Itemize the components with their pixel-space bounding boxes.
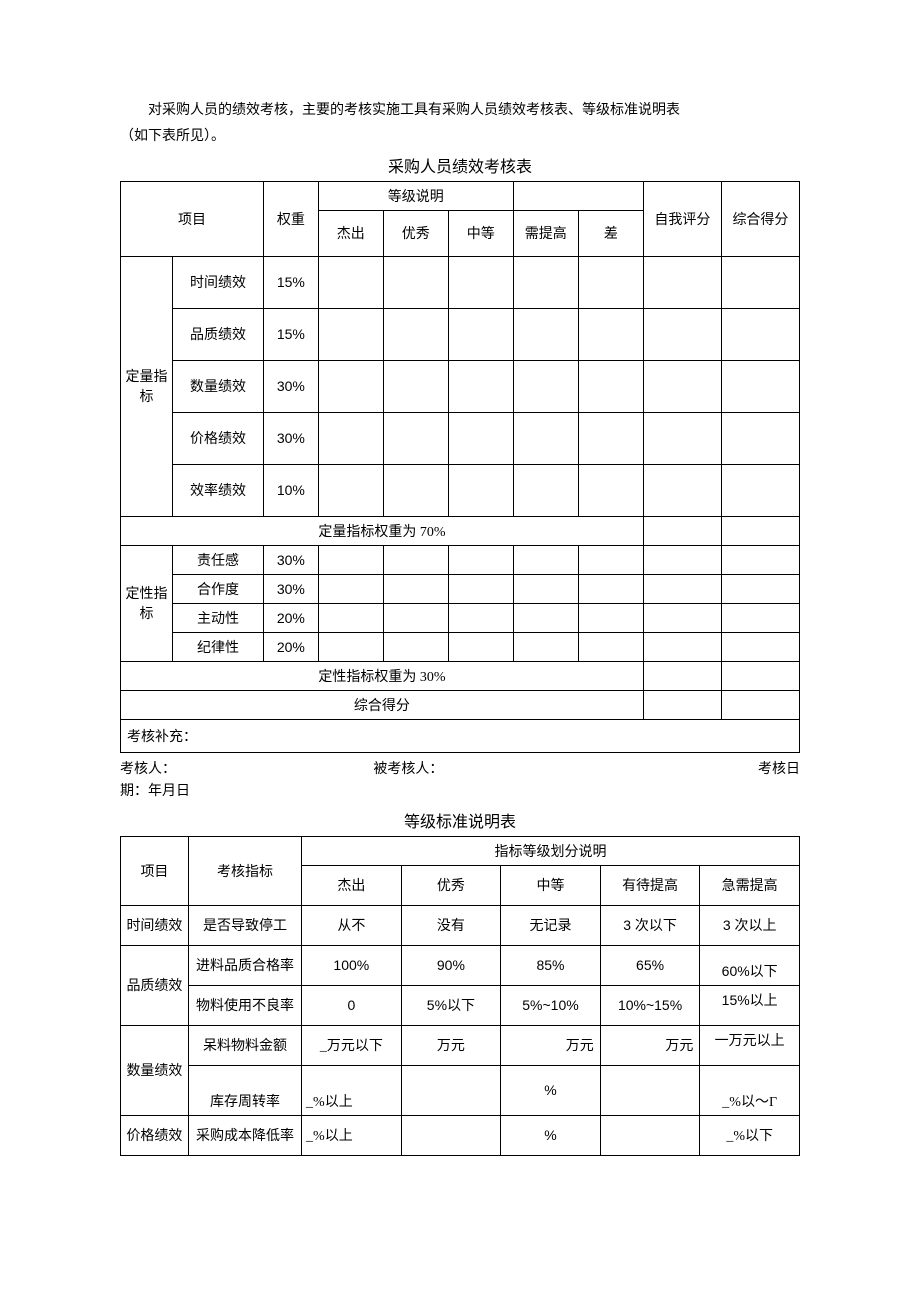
t2-grade-2: 中等 [501, 865, 601, 905]
quant-row-0-name: 时间绩效 [173, 256, 264, 308]
quant-row-1-weight: 15% [264, 308, 319, 360]
hdr-grade-0: 杰出 [318, 210, 383, 256]
qual-row-2-name: 主动性 [173, 603, 264, 632]
assessed-label: 被考核人： [333, 759, 586, 781]
t2-proj-0: 时间绩效 [121, 905, 189, 945]
hdr-project: 项目 [121, 181, 264, 256]
quant-label: 定量指标 [121, 256, 173, 516]
t2-val-2-0-0: _万元以下 [302, 1025, 402, 1065]
qual-row-0-weight: 30% [264, 545, 319, 574]
t2-val-1-0-1: 90% [401, 945, 501, 985]
hdr-grade-3: 需提高 [513, 210, 578, 256]
t2-val-0-0-2: 无记录 [501, 905, 601, 945]
t2-grade-3: 有待提高 [600, 865, 700, 905]
t2-val-1-1-1: 5%以下 [401, 985, 501, 1025]
date-continuation: 期：年月日 [120, 781, 800, 803]
intro-paragraph-1: 对采购人员的绩效考核，主要的考核实施工具有采购人员绩效考核表、等级标准说明表 [120, 100, 800, 122]
t2-val-1-1-2: 5%~10% [501, 985, 601, 1025]
t2-metric-1-1: 物料使用不良率 [188, 985, 301, 1025]
hdr-grade-4: 差 [578, 210, 643, 256]
t2-metric-2-0: 呆料物料金额 [188, 1025, 301, 1065]
t2-val-2-0-1: 万元 [401, 1025, 501, 1065]
t2-proj-3: 价格绩效 [121, 1115, 189, 1155]
t2-hdr-metric: 考核指标 [188, 836, 301, 905]
assessor-label: 考核人： [120, 759, 333, 781]
t2-val-3-0-2: % [501, 1115, 601, 1155]
quant-row-2-weight: 30% [264, 360, 319, 412]
qual-row-2-weight: 20% [264, 603, 319, 632]
t2-val-0-0-0: 从不 [302, 905, 402, 945]
comp-score-row: 综合得分 [121, 690, 644, 719]
quant-row-4-name: 效率绩效 [173, 464, 264, 516]
t2-val-3-0-1 [401, 1115, 501, 1155]
t2-grade-1: 优秀 [401, 865, 501, 905]
t2-metric-3-0: 采购成本降低率 [188, 1115, 301, 1155]
qual-row-3-weight: 20% [264, 632, 319, 661]
t2-val-1-1-4: 15%以上 [700, 985, 800, 1025]
hdr-grade-desc: 等级说明 [318, 181, 513, 210]
quant-row-4-weight: 10% [264, 464, 319, 516]
t2-metric-2-1: 库存周转率 [188, 1065, 301, 1115]
t2-val-0-0-3: 3 次以下 [600, 905, 700, 945]
t2-val-2-1-3 [600, 1065, 700, 1115]
t2-val-0-0-4: 3 次以上 [700, 905, 800, 945]
table2-title: 等级标准说明表 [120, 808, 800, 832]
t2-val-2-0-3: 万元 [600, 1025, 700, 1065]
date-label: 考核日 [587, 759, 800, 781]
t2-val-2-0-2: 万元 [501, 1025, 601, 1065]
t2-val-2-1-0: _%以上 [302, 1065, 402, 1115]
qual-row-1-name: 合作度 [173, 574, 264, 603]
hdr-weight: 权重 [264, 181, 319, 256]
quant-summary: 定量指标权重为 70% [121, 516, 644, 545]
hdr-self-score: 自我评分 [643, 181, 721, 256]
qual-row-3-name: 纪律性 [173, 632, 264, 661]
t2-grade-4: 急需提高 [700, 865, 800, 905]
t2-metric-0-0: 是否导致停工 [188, 905, 301, 945]
t2-proj-2: 数量绩效 [121, 1025, 189, 1115]
hdr-grade-2: 中等 [448, 210, 513, 256]
quant-row-1-name: 品质绩效 [173, 308, 264, 360]
qual-label: 定性指标 [121, 545, 173, 661]
t2-val-1-1-0: 0 [302, 985, 402, 1025]
qual-row-0-name: 责任感 [173, 545, 264, 574]
signature-line: 考核人： 被考核人： 考核日 [120, 759, 800, 781]
t2-proj-1: 品质绩效 [121, 945, 189, 1025]
quant-row-2-name: 数量绩效 [173, 360, 264, 412]
table1-title: 采购人员绩效考核表 [120, 153, 800, 177]
t2-val-2-0-4: 一万元以上 [700, 1025, 800, 1065]
t2-val-1-1-3: 10%~15% [600, 985, 700, 1025]
t2-val-2-1-2: % [501, 1065, 601, 1115]
t2-val-2-1-4: _%以～Г [700, 1065, 800, 1115]
t2-grade-0: 杰出 [302, 865, 402, 905]
hdr-grade-1: 优秀 [383, 210, 448, 256]
t2-val-1-0-3: 65% [600, 945, 700, 985]
qual-summary: 定性指标权重为 30% [121, 661, 644, 690]
t2-val-2-1-1 [401, 1065, 501, 1115]
t2-val-3-0-0: _%以上 [302, 1115, 402, 1155]
qual-row-1-weight: 30% [264, 574, 319, 603]
t2-hdr-project: 项目 [121, 836, 189, 905]
performance-table: 项目 权重 等级说明 自我评分 综合得分 杰出 优秀 中等 需提高 差 定量指标… [120, 181, 800, 753]
t2-val-3-0-3 [600, 1115, 700, 1155]
t2-hdr-grade-desc: 指标等级划分说明 [302, 836, 800, 865]
t2-val-0-0-1: 没有 [401, 905, 501, 945]
quant-row-3-weight: 30% [264, 412, 319, 464]
t2-val-1-0-4: 60%以下 [700, 945, 800, 985]
hdr-comp-score: 综合得分 [721, 181, 799, 256]
t2-metric-1-0: 进料品质合格率 [188, 945, 301, 985]
quant-row-0-weight: 15% [264, 256, 319, 308]
quant-row-3-name: 价格绩效 [173, 412, 264, 464]
intro-paragraph-2: （如下表所见）。 [120, 126, 800, 148]
supplement-cell: 考核补充： [121, 719, 800, 752]
t2-val-1-0-0: 100% [302, 945, 402, 985]
t2-val-1-0-2: 85% [501, 945, 601, 985]
t2-val-3-0-4: _%以下 [700, 1115, 800, 1155]
grade-standard-table: 项目 考核指标 指标等级划分说明 杰出 优秀 中等 有待提高 急需提高 时间绩效… [120, 836, 800, 1156]
